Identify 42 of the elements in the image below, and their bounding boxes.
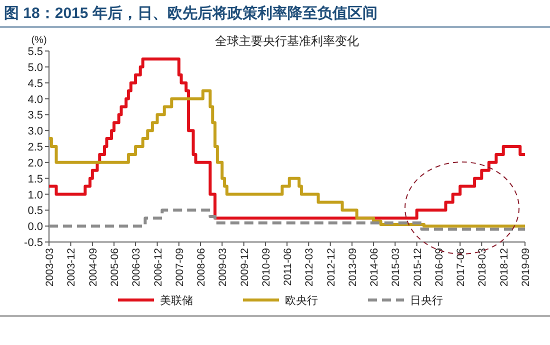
y-tick-label: 0.5 bbox=[28, 205, 43, 218]
x-tick-label: 2012-12 bbox=[325, 248, 338, 287]
y-tick-label: 1.5 bbox=[28, 173, 43, 186]
x-tick-label: 2011-06 bbox=[282, 248, 294, 286]
y-tick-label: 5.0 bbox=[28, 62, 43, 74]
y-axis-title: (%) bbox=[31, 35, 47, 46]
x-tick-label: 2009-03 bbox=[217, 248, 230, 287]
legend-label: 欧央行 bbox=[285, 294, 318, 307]
x-tick-label: 2004-09 bbox=[87, 248, 100, 287]
y-tick-label: -0.5 bbox=[24, 237, 43, 249]
x-tick-label: 2006-03 bbox=[130, 248, 143, 287]
x-tick-label: 2008-06 bbox=[196, 248, 208, 287]
x-tick-label: 2017-06 bbox=[455, 248, 468, 287]
x-tick-label: 2003-12 bbox=[66, 248, 78, 287]
y-tick-label: 2.0 bbox=[28, 157, 43, 170]
legend-label: 日央行 bbox=[410, 294, 443, 307]
x-tick-label: 2016-09 bbox=[434, 248, 446, 287]
x-tick-label: 2005-06 bbox=[108, 248, 121, 287]
y-tick-label: 0.0 bbox=[28, 221, 43, 234]
x-tick-label: 2014-06 bbox=[368, 248, 381, 287]
x-tick-label: 2006-12 bbox=[152, 248, 164, 287]
x-tick-label: 2009-12 bbox=[238, 248, 251, 287]
x-tick-label: 2010-09 bbox=[260, 248, 272, 287]
x-tick-label: 2003-03 bbox=[44, 248, 56, 287]
x-tick-label: 2007-09 bbox=[174, 248, 186, 287]
chart-subtitle: 全球主要央行基准利率变化 bbox=[215, 34, 359, 48]
y-tick-label: 4.5 bbox=[28, 78, 43, 90]
x-tick-label: 2019-09 bbox=[520, 248, 532, 287]
x-tick-label: 2013-09 bbox=[346, 248, 359, 287]
x-tick-label: 2018-03 bbox=[476, 248, 489, 287]
x-tick-label: 2018-12 bbox=[498, 248, 510, 287]
y-tick-label: 2.5 bbox=[28, 142, 43, 154]
y-tick-label: 3.0 bbox=[28, 126, 43, 138]
legend-label: 美联储 bbox=[160, 294, 193, 307]
x-tick-label: 2015-03 bbox=[390, 248, 402, 287]
y-tick-label: 4.0 bbox=[28, 94, 43, 106]
x-tick-label: 2015-12 bbox=[412, 248, 424, 287]
y-tick-label: 3.5 bbox=[28, 110, 43, 122]
x-tick-label: 2012-03 bbox=[304, 248, 316, 287]
chart-title: 图 18：2015 年后，日、欧先后将政策利率降至负值区间 bbox=[4, 4, 378, 22]
y-tick-label: 1.0 bbox=[28, 189, 43, 202]
y-tick-label: 5.5 bbox=[28, 46, 43, 58]
